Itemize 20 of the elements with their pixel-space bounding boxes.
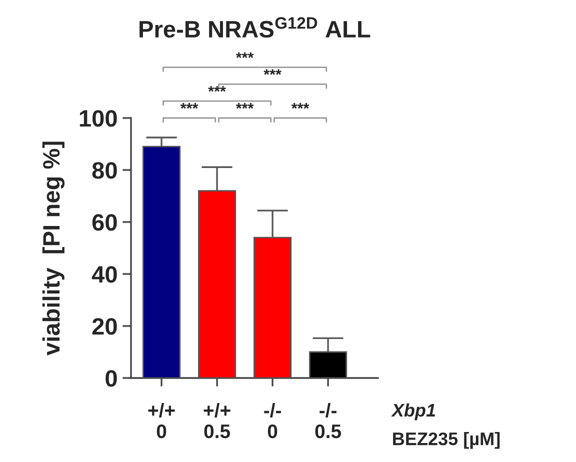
x-tick-label: +/+ 0.5 <box>204 403 230 438</box>
text: *** <box>208 86 226 92</box>
y-axis-title: viability [PI neg %] <box>42 142 65 356</box>
text: Xbp1 <box>391 403 436 420</box>
x-tick-label: +/+ 0 <box>148 403 175 438</box>
text: BEZ235 [µM] <box>393 432 500 449</box>
text: *** <box>264 69 282 75</box>
chart-title: Pre-B NRAS$^{G12D}$ ALL <box>140 17 370 38</box>
x-tick-label: -/- 0.5 <box>315 403 342 438</box>
x-tick-label: -/- 0 <box>264 403 281 438</box>
y-tick-label: 40 <box>92 266 117 283</box>
y-tick-label: 80 <box>92 162 117 179</box>
text: *** <box>180 103 198 109</box>
text: *** <box>236 52 254 58</box>
y-tick-label: 20 <box>92 318 117 335</box>
y-tick-label: 60 <box>92 214 117 231</box>
text: *** <box>236 103 254 109</box>
y-tick-label: 100 <box>80 110 117 127</box>
y-tick-label: 0 <box>106 370 117 387</box>
text: *** <box>291 103 310 109</box>
